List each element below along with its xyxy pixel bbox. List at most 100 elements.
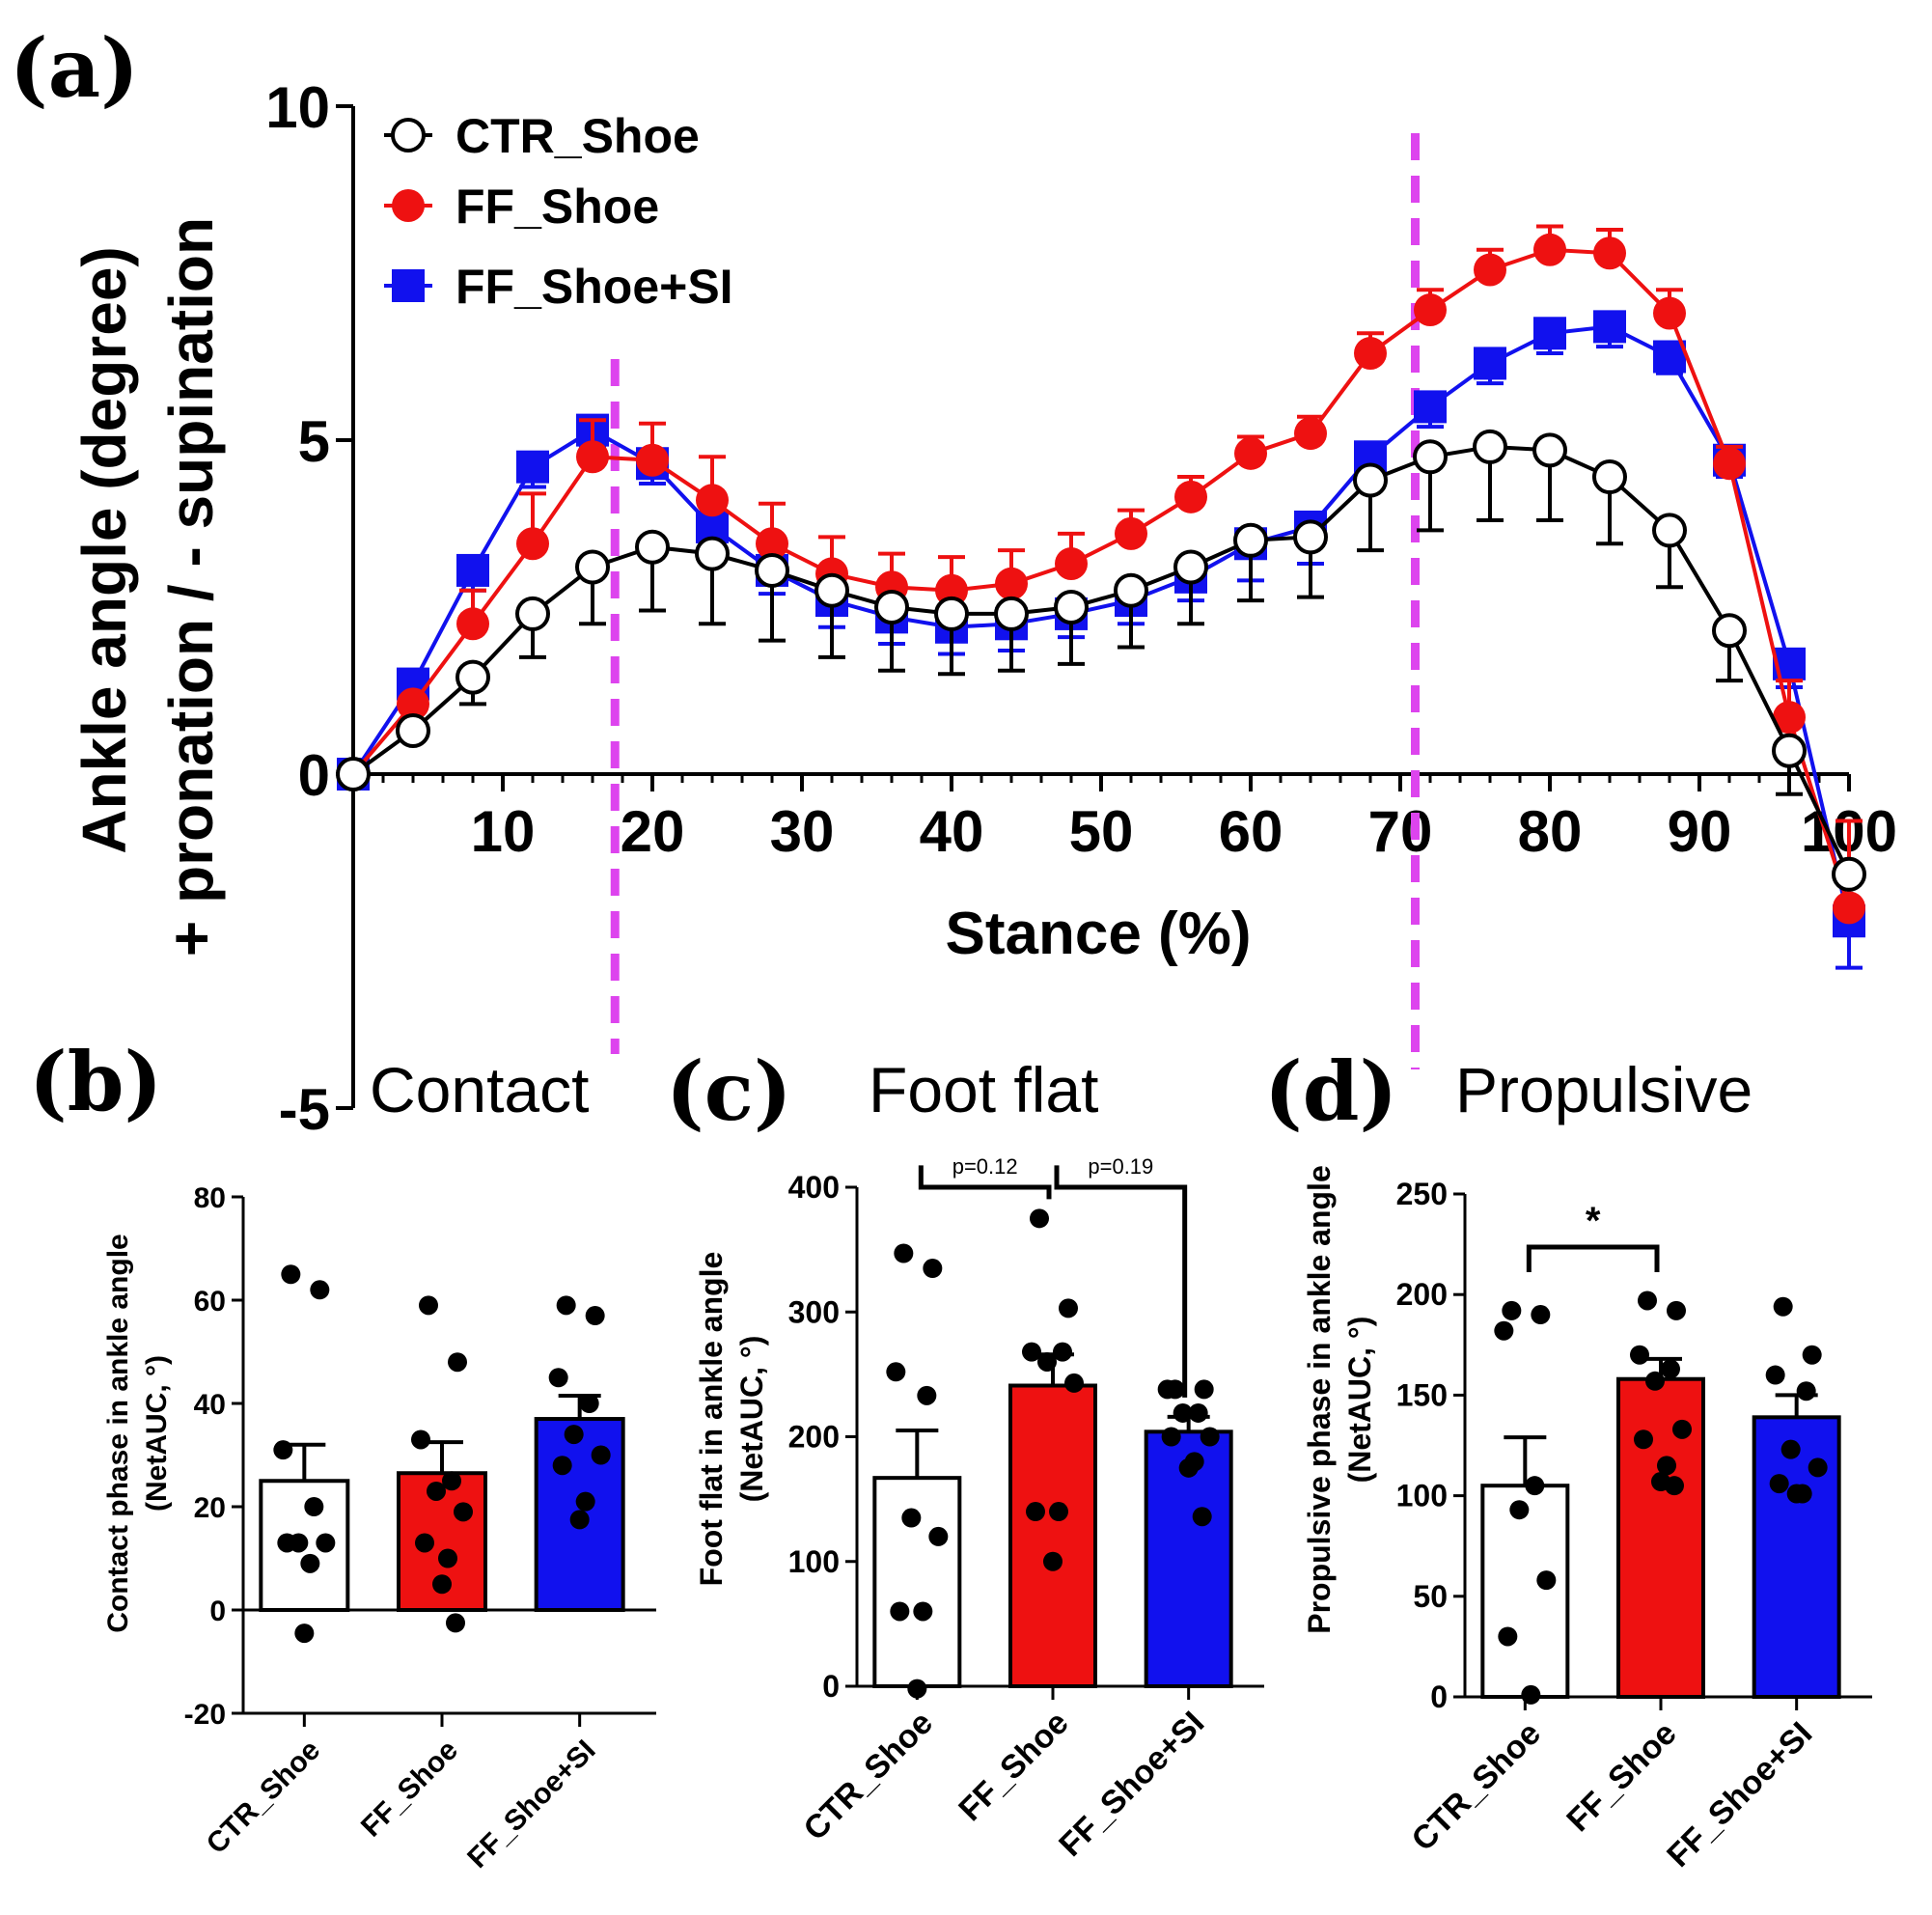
panel-c-ylabel-line2: (NetAUC, °) (734, 1336, 769, 1503)
panel-b-individual-point (442, 1471, 461, 1491)
panel-a-y-tick-label: 10 (265, 75, 330, 140)
panel-b-individual-point (310, 1280, 330, 1300)
series-ff-shoe-si (337, 310, 1865, 970)
legend-label-ffsi: FF_Shoe+SI (455, 260, 733, 314)
panel-c-individual-point (1064, 1373, 1084, 1393)
panel-b-individual-point (585, 1306, 605, 1326)
panel-d-individual-point (1672, 1419, 1692, 1439)
panel-d-y-tick-label: 150 (1396, 1377, 1448, 1412)
panel-b-y-tick-label: 20 (194, 1492, 226, 1524)
panel-c-individual-point (894, 1243, 914, 1263)
panel-a-x-tick-label: 10 (471, 799, 536, 864)
panel-d-individual-point (1665, 1476, 1684, 1496)
panel-b-individual-point (446, 1613, 465, 1633)
panel-c-individual-point (1157, 1379, 1177, 1400)
panel-a-x-tick-label: 30 (770, 799, 835, 864)
panel-c-individual-point (1200, 1427, 1220, 1447)
panel-d-individual-point (1509, 1500, 1530, 1520)
panel-d-category-label: CTR_Shoe (1405, 1715, 1548, 1858)
panel-c-y-tick-label: 200 (788, 1420, 840, 1455)
panel-c-significance-bracket (918, 1165, 1052, 1200)
panel-a-x-tick-label: 40 (920, 799, 984, 864)
data-point (1293, 519, 1328, 555)
panel-d-y-tick-label: 200 (1396, 1277, 1448, 1312)
panel-d-individual-point (1769, 1474, 1789, 1494)
data-point (1234, 436, 1267, 470)
panel-b-individual-point (419, 1295, 438, 1316)
panel-b-individual-point (300, 1553, 320, 1573)
panel-d-bar-ff-shoe-si (1752, 1415, 1841, 1699)
data-point (1833, 891, 1865, 925)
data-point (1772, 733, 1807, 768)
panel-a-x-tick-label: 20 (621, 799, 685, 864)
panel-d-bar-ctr-shoe (1480, 1484, 1570, 1700)
panel-c-individual-point (1022, 1342, 1041, 1362)
data-point (1593, 310, 1626, 344)
panel-c-ylabel-line1: Foot flat in ankle angle (694, 1252, 729, 1587)
data-point (1114, 572, 1148, 608)
panel-c-individual-point (1037, 1351, 1057, 1372)
panel-d-individual-point (1638, 1291, 1657, 1311)
panel-d-label: (d) (1264, 1043, 1397, 1139)
panel-a-label: (a) (10, 20, 139, 116)
panel-a-legend: CTR_Shoe FF_Shoe FF_Shoe+SI (384, 109, 733, 314)
panel-d-individual-point (1796, 1381, 1816, 1402)
data-point (1115, 516, 1147, 550)
panel-b-y-tick-label: 80 (194, 1182, 226, 1214)
panel-b-individual-point (575, 1491, 595, 1512)
data-point (336, 757, 371, 791)
panel-d-individual-point (1802, 1345, 1822, 1365)
panel-d-individual-point (1780, 1439, 1801, 1459)
data-point (995, 567, 1028, 600)
panel-a-y-tick-label: 0 (298, 743, 330, 808)
panel-b-individual-point (438, 1548, 457, 1568)
panel-b-ylabel-line1: Contact phase in ankle angle (102, 1234, 134, 1632)
panel-c-individual-point (1161, 1427, 1181, 1447)
data-point (515, 596, 550, 631)
panel-c-y-tick-label: 0 (822, 1669, 840, 1704)
data-point (636, 443, 669, 477)
data-point (1173, 549, 1208, 585)
panel-c-individual-point (907, 1679, 927, 1699)
panel-b-individual-point (448, 1352, 467, 1373)
panel-d-individual-point (1630, 1345, 1649, 1365)
panel-c-individual-point (1194, 1379, 1214, 1400)
panel-a-x-tick-label: 90 (1668, 799, 1732, 864)
data-point (1773, 701, 1806, 735)
panel-c-individual-point (923, 1259, 943, 1279)
legend-marker-ffsi (392, 269, 425, 302)
panel-d-title: Propulsive (1455, 1054, 1753, 1125)
data-point (516, 527, 549, 561)
data-point (814, 572, 849, 608)
panel-d-y-tick-label: 50 (1413, 1579, 1448, 1614)
panel-c-bar-ff-shoe (1008, 1383, 1097, 1688)
panel-d-individual-point (1773, 1296, 1793, 1317)
panel-c-individual-point (1188, 1402, 1208, 1423)
panel-d-category-label: FF_Shoe+SI (1660, 1715, 1819, 1874)
panel-c-individual-point (1030, 1208, 1049, 1229)
data-point (1593, 236, 1626, 270)
data-point (1832, 856, 1866, 892)
panel-a-y-tick-label: 5 (298, 409, 330, 474)
data-point (1653, 296, 1686, 330)
panel-d-individual-point (1498, 1626, 1518, 1647)
panel-b-y-tick-label: 40 (194, 1389, 226, 1421)
panel-d-category-label: FF_Shoe (1559, 1715, 1683, 1839)
panel-d-individual-point (1536, 1570, 1557, 1591)
panel-b-ylabel-line2: (NetAUC, °) (141, 1355, 173, 1512)
legend-label-ff: FF_Shoe (455, 180, 659, 234)
panel-c-individual-point (1192, 1507, 1212, 1527)
panel-b-individual-point (564, 1425, 584, 1445)
panel-c-significance-bracket (1054, 1165, 1188, 1398)
panel-c-individual-point (928, 1526, 949, 1546)
panel-c-individual-point (913, 1601, 933, 1622)
panel-b-individual-point (277, 1533, 297, 1553)
data-point (696, 484, 729, 517)
data-point (934, 596, 969, 631)
panel-b-individual-point (552, 1456, 572, 1476)
panel-d-individual-point (1531, 1305, 1551, 1325)
data-point (695, 536, 730, 571)
panel-c-individual-point (1026, 1502, 1045, 1522)
panel-d-y-tick-label: 100 (1396, 1479, 1448, 1513)
data-point (1532, 432, 1567, 468)
